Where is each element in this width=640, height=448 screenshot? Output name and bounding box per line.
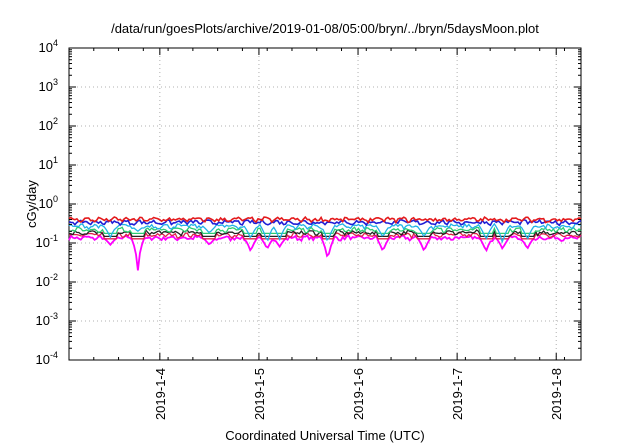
y-axis-label: cGy/day <box>24 180 39 228</box>
x-tick-label: 2019-1-4 <box>153 368 168 420</box>
x-axis: 2019-1-4 2019-1-5 2019-1-6 2019-1-7 2019-1-8 <box>68 48 565 420</box>
y-tick-label: 10-3 <box>36 311 58 328</box>
series-line <box>68 222 582 244</box>
series-line <box>68 231 582 240</box>
chart-title: /data/run/goesPlots/archive/2019-01-08/0… <box>111 21 539 36</box>
y-tick-label: 103 <box>39 77 58 94</box>
y-tick-label: 101 <box>39 155 58 172</box>
x-tick-label: 2019-1-7 <box>450 368 465 420</box>
x-tick-label: 2019-1-5 <box>252 368 267 420</box>
series-line <box>68 233 582 271</box>
grid <box>69 48 581 360</box>
series-line <box>68 228 582 238</box>
x-axis-label: Coordinated Universal Time (UTC) <box>225 428 424 443</box>
y-tick-label: 100 <box>39 194 58 211</box>
y-tick-label: 10-1 <box>36 233 58 250</box>
series-line <box>68 215 582 225</box>
y-tick-label: 10-2 <box>36 272 58 289</box>
y-tick-label: 102 <box>39 116 58 133</box>
y-tick-label: 10-4 <box>36 350 58 367</box>
x-tick-label: 2019-1-6 <box>351 368 366 420</box>
y-axis: 10-4 10-3 10-2 10-1 100 101 102 103 104 <box>36 38 581 367</box>
x-tick-label: 2019-1-8 <box>549 368 564 420</box>
series-group <box>68 215 582 271</box>
series-line <box>68 218 582 227</box>
y-tick-label: 104 <box>39 38 58 55</box>
